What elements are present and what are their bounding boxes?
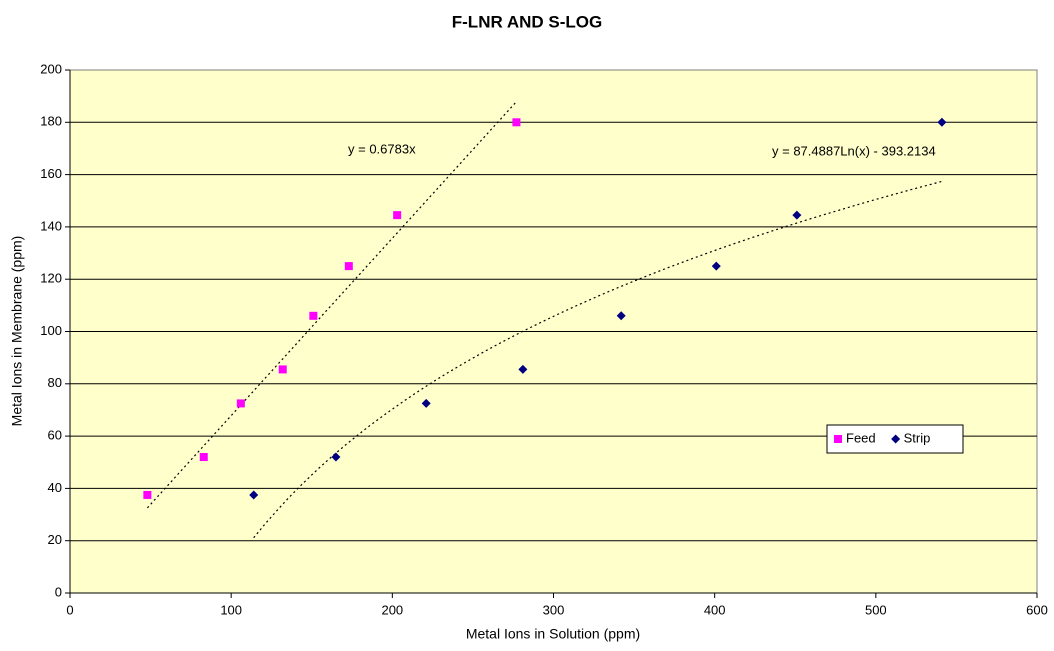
data-point [236,399,245,408]
chart-title: F-LNR AND S-LOG [452,12,602,31]
legend-label: Feed [846,430,876,445]
trendline-equation: y = 0.6783x [348,141,416,156]
data-point [278,365,287,374]
data-point [711,261,721,271]
x-tick-label: 100 [220,602,242,617]
y-tick-label: 40 [48,480,62,495]
trendline-equation: y = 87.4887Ln(x) - 393.2134 [772,143,936,158]
data-point [249,490,259,500]
data-point [331,452,341,462]
legend-marker [891,434,901,444]
legend-marker [834,435,842,443]
data-point [518,364,528,374]
y-tick-label: 200 [40,61,62,76]
data-point [199,453,208,462]
data-point [512,118,521,127]
data-point [937,117,947,127]
x-axis-title: Metal Ions in Solution (ppm) [466,626,640,642]
y-tick-label: 140 [40,218,62,233]
x-tick-label: 0 [66,602,73,617]
y-tick-label: 0 [55,584,62,599]
x-tick-label: 500 [865,602,887,617]
data-point [143,490,152,499]
y-axis-title: Metal Ions in Membrane (ppm) [9,236,25,427]
x-tick-label: 200 [381,602,403,617]
x-tick-label: 400 [704,602,726,617]
legend: Feed Strip [826,424,964,454]
y-tick-label: 120 [40,271,62,286]
data-point [792,210,802,220]
data-point [344,262,353,271]
data-point [309,311,318,320]
y-tick-label: 180 [40,114,62,129]
y-tick-label: 100 [40,323,62,338]
x-tick-label: 600 [1026,602,1048,617]
data-point [616,311,626,321]
y-tick-label: 80 [48,375,62,390]
x-tick-label: 300 [543,602,565,617]
y-tick-label: 20 [48,532,62,547]
y-tick-label: 160 [40,166,62,181]
trendline [146,101,517,509]
legend-label: Strip [904,430,931,445]
data-point [393,211,402,220]
y-tick-label: 60 [48,428,62,443]
data-point [421,398,431,408]
